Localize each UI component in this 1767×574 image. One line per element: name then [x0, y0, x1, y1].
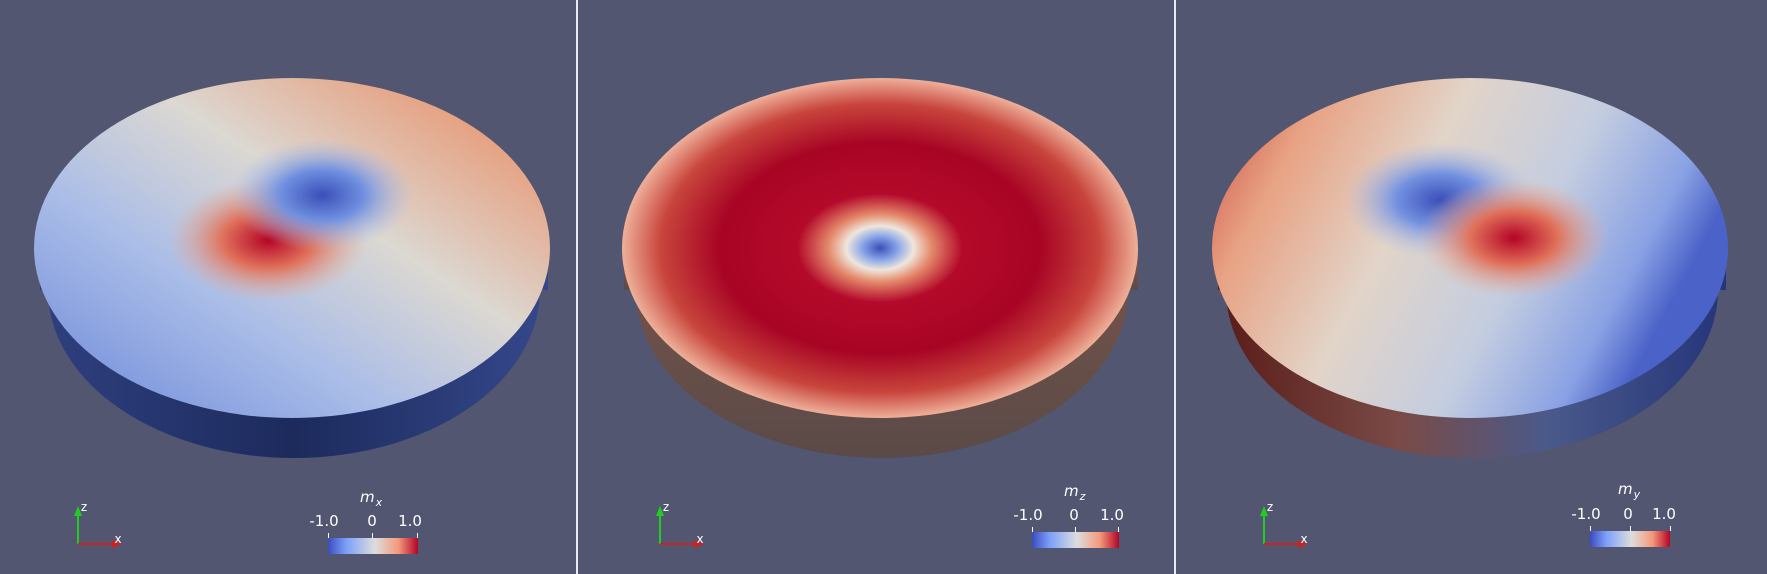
colorbar-tick: [1118, 527, 1119, 532]
quantity-symbol: m: [1064, 482, 1079, 500]
colorbar-min-label: -1.0: [1013, 506, 1043, 524]
x-axis-label: x: [696, 532, 704, 546]
z-axis-label: z: [662, 500, 670, 514]
colorbar-tick: [1590, 526, 1591, 531]
colorbar-my: [1590, 531, 1670, 547]
orientation-axes-my: [1260, 506, 1308, 548]
render-view-my[interactable]: z x my -1.0 0 1.0: [1176, 0, 1767, 574]
render-view-mz[interactable]: z x mz -1.0 0 1.0: [578, 0, 1174, 574]
colorbar-tick: [417, 533, 418, 538]
quantity-subscript: y: [1633, 488, 1641, 501]
colorbar-title-my: my: [1618, 480, 1640, 501]
x-axis-label: x: [1300, 532, 1308, 546]
z-axis-label: z: [1266, 500, 1274, 514]
colorbar-tick: [1670, 526, 1671, 531]
colorbar-tick: [1075, 527, 1076, 532]
colorbar-max-label: 1.0: [398, 512, 422, 530]
colorbar-title-mx: mx: [360, 488, 382, 509]
render-view-mx[interactable]: z x mx -1.0 0 1.0: [0, 0, 576, 574]
colorbar-min-label: -1.0: [309, 512, 339, 530]
disk-mx: [34, 78, 550, 458]
colorbar-mid-label: 0: [1069, 506, 1079, 524]
colorbar-tick: [372, 533, 373, 538]
z-axis-label: z: [80, 500, 88, 514]
colorbar-mz: [1032, 532, 1119, 548]
colorbar-mid-label: 0: [367, 512, 377, 530]
disk-mz: [622, 78, 1138, 458]
colorbar-min-label: -1.0: [1571, 505, 1601, 523]
orientation-axes-mz: [656, 506, 704, 548]
colorbar-max-label: 1.0: [1100, 506, 1124, 524]
colorbar-tick: [1630, 526, 1631, 531]
colorbar-tick: [328, 533, 329, 538]
panel-divider[interactable]: [1174, 0, 1176, 574]
colorbar-mid-label: 0: [1623, 505, 1633, 523]
quantity-symbol: m: [1618, 480, 1633, 498]
orientation-axes-mx: [74, 506, 122, 548]
quantity-symbol: m: [360, 488, 375, 506]
x-axis-label: x: [114, 532, 122, 546]
panel-divider[interactable]: [576, 0, 578, 574]
colorbar-max-label: 1.0: [1652, 505, 1676, 523]
disk-my: [1212, 78, 1728, 458]
quantity-subscript: z: [1079, 490, 1086, 503]
colorbar-title-mz: mz: [1064, 482, 1085, 503]
quantity-subscript: x: [375, 496, 383, 509]
colorbar-mx: [328, 538, 418, 554]
colorbar-tick: [1032, 527, 1033, 532]
